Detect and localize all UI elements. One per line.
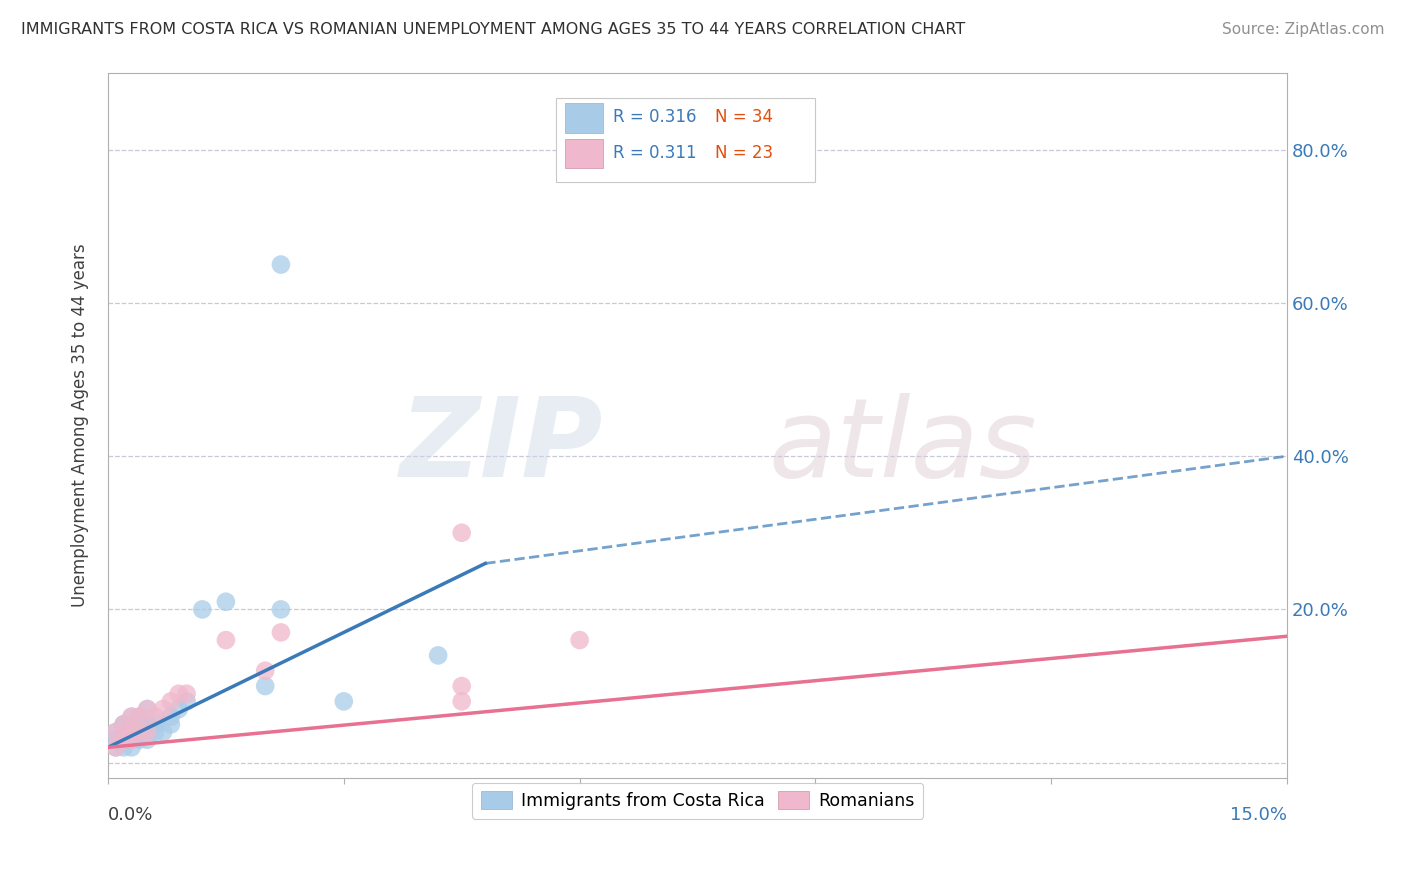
Point — [121, 732, 143, 747]
Point — [215, 633, 238, 648]
Text: N = 23: N = 23 — [716, 144, 773, 161]
Point — [128, 725, 150, 739]
Text: R = 0.311: R = 0.311 — [613, 144, 696, 161]
Point — [112, 725, 135, 739]
Point — [104, 732, 127, 747]
Point — [136, 732, 159, 747]
Point — [143, 717, 166, 731]
Point — [152, 725, 174, 739]
Text: 0.0%: 0.0% — [108, 806, 153, 824]
Point — [128, 725, 150, 739]
Point — [152, 702, 174, 716]
FancyBboxPatch shape — [565, 103, 603, 133]
Point — [128, 717, 150, 731]
Point — [450, 694, 472, 708]
Point — [112, 740, 135, 755]
Text: Source: ZipAtlas.com: Source: ZipAtlas.com — [1222, 22, 1385, 37]
Point — [112, 717, 135, 731]
FancyBboxPatch shape — [565, 138, 603, 169]
Point — [143, 725, 166, 739]
Point — [128, 732, 150, 747]
Point — [136, 702, 159, 716]
Point — [160, 709, 183, 723]
Point — [160, 717, 183, 731]
Point — [176, 694, 198, 708]
Point — [121, 725, 143, 739]
Point — [121, 725, 143, 739]
Point — [450, 525, 472, 540]
FancyBboxPatch shape — [555, 97, 815, 182]
Point — [568, 633, 591, 648]
Point — [427, 648, 450, 663]
Point — [128, 709, 150, 723]
Point — [136, 717, 159, 731]
Point — [121, 740, 143, 755]
Point — [121, 709, 143, 723]
Legend: Immigrants from Costa Rica, Romanians: Immigrants from Costa Rica, Romanians — [472, 782, 924, 819]
Text: ZIP: ZIP — [399, 393, 603, 500]
Text: IMMIGRANTS FROM COSTA RICA VS ROMANIAN UNEMPLOYMENT AMONG AGES 35 TO 44 YEARS CO: IMMIGRANTS FROM COSTA RICA VS ROMANIAN U… — [21, 22, 966, 37]
Point — [112, 717, 135, 731]
Point — [254, 664, 277, 678]
Point — [167, 687, 190, 701]
Point — [160, 694, 183, 708]
Point — [167, 702, 190, 716]
Point — [143, 709, 166, 723]
Point — [121, 709, 143, 723]
Point — [104, 725, 127, 739]
Point — [104, 740, 127, 755]
Point — [112, 732, 135, 747]
Point — [104, 740, 127, 755]
Point — [128, 709, 150, 723]
Point — [104, 725, 127, 739]
Point — [270, 602, 292, 616]
Point — [191, 602, 214, 616]
Text: N = 34: N = 34 — [716, 109, 773, 127]
Point — [121, 717, 143, 731]
Point — [112, 732, 135, 747]
Y-axis label: Unemployment Among Ages 35 to 44 years: Unemployment Among Ages 35 to 44 years — [72, 244, 89, 607]
Point — [270, 625, 292, 640]
Point — [112, 717, 135, 731]
Point — [121, 732, 143, 747]
Point — [215, 595, 238, 609]
Point — [176, 687, 198, 701]
Text: atlas: atlas — [768, 393, 1036, 500]
Point — [450, 679, 472, 693]
Point — [136, 702, 159, 716]
Text: 15.0%: 15.0% — [1230, 806, 1286, 824]
Text: R = 0.316: R = 0.316 — [613, 109, 696, 127]
Point — [254, 679, 277, 693]
Point — [270, 258, 292, 272]
Point — [333, 694, 356, 708]
Point — [136, 725, 159, 739]
